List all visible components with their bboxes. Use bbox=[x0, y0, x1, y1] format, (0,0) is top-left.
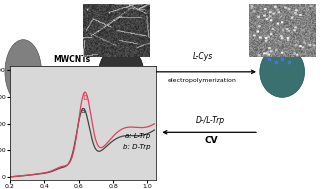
Text: MWCNTs: MWCNTs bbox=[53, 55, 90, 64]
Text: b: D-Trp: b: D-Trp bbox=[123, 144, 150, 150]
Ellipse shape bbox=[99, 46, 144, 97]
Text: CV: CV bbox=[204, 136, 218, 145]
Ellipse shape bbox=[5, 40, 42, 104]
Text: D-/L-Trp: D-/L-Trp bbox=[196, 115, 225, 125]
Text: electropolymerization: electropolymerization bbox=[168, 78, 237, 83]
Text: a: L-Trp: a: L-Trp bbox=[125, 133, 150, 139]
Text: a: a bbox=[81, 106, 85, 115]
Ellipse shape bbox=[260, 46, 305, 97]
Text: b: b bbox=[82, 93, 87, 102]
Text: L-Cys: L-Cys bbox=[193, 52, 212, 61]
